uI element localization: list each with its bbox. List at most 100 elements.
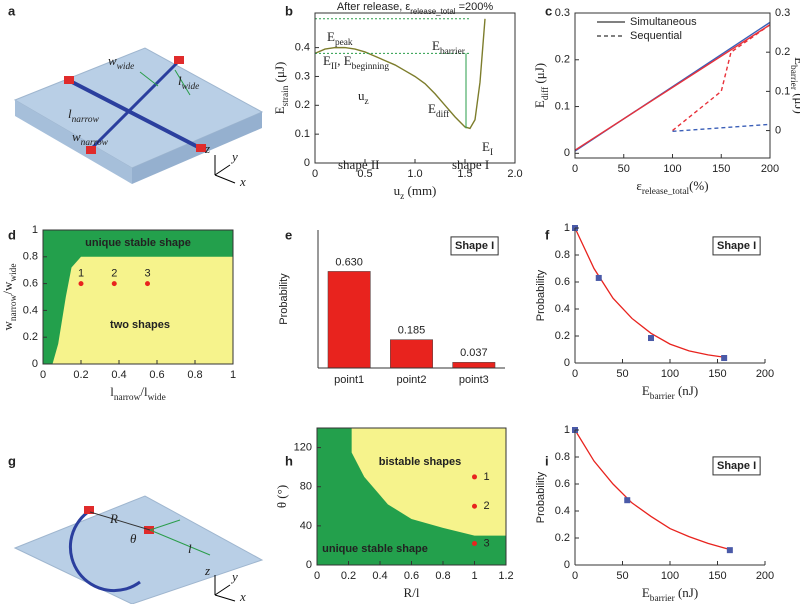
y-axis-label: Probability <box>535 269 547 321</box>
x-tick-label: 1 <box>471 570 477 582</box>
y-tick-label: 0 <box>564 147 570 159</box>
point <box>111 281 117 287</box>
x-tick-label: 0 <box>40 369 46 381</box>
x-tick-label: 1.2 <box>498 570 513 582</box>
text-part: u <box>358 88 365 103</box>
x-tick-label: 0 <box>314 570 320 582</box>
illustration-label: wnarrow <box>72 129 109 148</box>
y-tick-label: 1 <box>564 222 570 234</box>
text-part: z <box>204 563 210 578</box>
y-tick-label: 0.6 <box>555 276 570 288</box>
point-label: 2 <box>111 268 117 280</box>
text-part: E <box>323 53 331 68</box>
x-tick-label: 50 <box>618 163 630 175</box>
x-tick-label: 150 <box>708 570 726 582</box>
y-tick-label: 1 <box>32 224 38 236</box>
text-part: l <box>110 384 114 399</box>
text-part: E <box>792 57 800 65</box>
text-part: x <box>239 174 246 189</box>
x-tick-label: 2.0 <box>507 168 522 180</box>
x-tick-label: 0 <box>312 168 318 180</box>
point-label: 2 <box>483 500 489 512</box>
region <box>351 428 506 536</box>
text-part: /l <box>140 384 148 399</box>
annotation: bistable shapes <box>379 456 462 468</box>
subscript: II <box>331 62 337 72</box>
annotation-box <box>712 456 761 476</box>
panel-label: c <box>545 3 552 18</box>
chart-title: After release, εrelease_total =200% <box>337 1 494 16</box>
annotation: Shape I <box>455 240 494 252</box>
panel-label: g <box>8 453 16 468</box>
text-part: w <box>0 321 15 331</box>
point-label: 3 <box>144 268 150 280</box>
text-part: E <box>642 585 650 600</box>
x-tick-label: 1.0 <box>407 168 422 180</box>
y-tick-label: 40 <box>300 520 312 532</box>
y-axis-label: Probability <box>535 471 547 523</box>
text-part: =200% <box>456 1 494 13</box>
annotation: unique stable shape <box>85 237 191 249</box>
panel-label: h <box>285 453 293 468</box>
bar <box>390 339 433 369</box>
x-tick-label: 150 <box>712 163 730 175</box>
illustration-label: y <box>230 569 238 584</box>
point-label: 1 <box>483 471 489 483</box>
x-tick-label: 0.8 <box>187 369 202 381</box>
subscript: z <box>400 192 404 202</box>
y-axis-label: Probability <box>278 273 290 325</box>
y-tick-label: 0 <box>564 559 570 571</box>
illustration-label: z <box>204 563 210 578</box>
x-tick-label: 0.4 <box>372 570 387 582</box>
y2-tick-label: 0.1 <box>775 85 790 97</box>
subscript: release_total <box>410 7 456 16</box>
illustration-label: y <box>230 149 238 164</box>
x-tick-label: 0.2 <box>341 570 356 582</box>
x-tick-label: 0 <box>572 570 578 582</box>
text-part: , E <box>337 53 352 68</box>
subscript: peak <box>335 38 353 48</box>
annotation: Shape I <box>717 240 756 252</box>
subscript: narrow <box>72 115 100 125</box>
point <box>595 274 602 281</box>
text-part: (nJ) <box>675 585 698 600</box>
x-tick-label: 200 <box>756 368 774 380</box>
y-tick-label: 0.8 <box>555 451 570 463</box>
illustration-label: wwide <box>108 53 134 72</box>
plot-frame <box>42 229 234 365</box>
y2-tick-label: 0 <box>775 124 781 136</box>
fit-curve <box>574 429 728 550</box>
y-tick-label: 0.4 <box>295 42 310 54</box>
subscript: beginning <box>352 62 390 72</box>
x-tick-label: 0.2 <box>73 369 88 381</box>
subscript: diff <box>540 86 551 100</box>
subscript: diff <box>436 109 450 120</box>
x-tick-label: 200 <box>756 570 774 582</box>
value-label: 0.037 <box>460 347 488 359</box>
x-tick-label: 50 <box>616 368 628 380</box>
y-tick-label: 0.2 <box>23 331 38 343</box>
point <box>648 335 654 342</box>
subscript: barrier <box>650 392 676 402</box>
annotation-box <box>712 236 761 256</box>
illustration-label: lnarrow <box>68 106 100 125</box>
annotation: Shape I <box>717 460 756 472</box>
y-axis-label: θ (°) <box>274 485 289 508</box>
point <box>472 474 477 480</box>
subscript: z <box>365 97 369 107</box>
y-axis-label: wnarrow/wwide <box>0 263 19 330</box>
subscript: barrier <box>788 65 798 91</box>
y-tick-label: 0 <box>304 157 310 169</box>
annotation: uz <box>358 88 369 107</box>
y-tick-label: 0.4 <box>555 303 570 315</box>
text-part: (μJ) <box>792 90 800 114</box>
text-part: (mm) <box>404 183 436 198</box>
point-label: 3 <box>483 537 489 549</box>
y-tick-label: 0.8 <box>555 249 570 261</box>
y-tick-label: 120 <box>294 441 312 453</box>
y-tick-label: 0.4 <box>555 505 570 517</box>
illustration-label: x <box>239 174 246 189</box>
x-tick-label: 150 <box>708 368 726 380</box>
y2-tick-label: 0.3 <box>775 7 790 19</box>
x-tick-label: 0.8 <box>435 570 450 582</box>
